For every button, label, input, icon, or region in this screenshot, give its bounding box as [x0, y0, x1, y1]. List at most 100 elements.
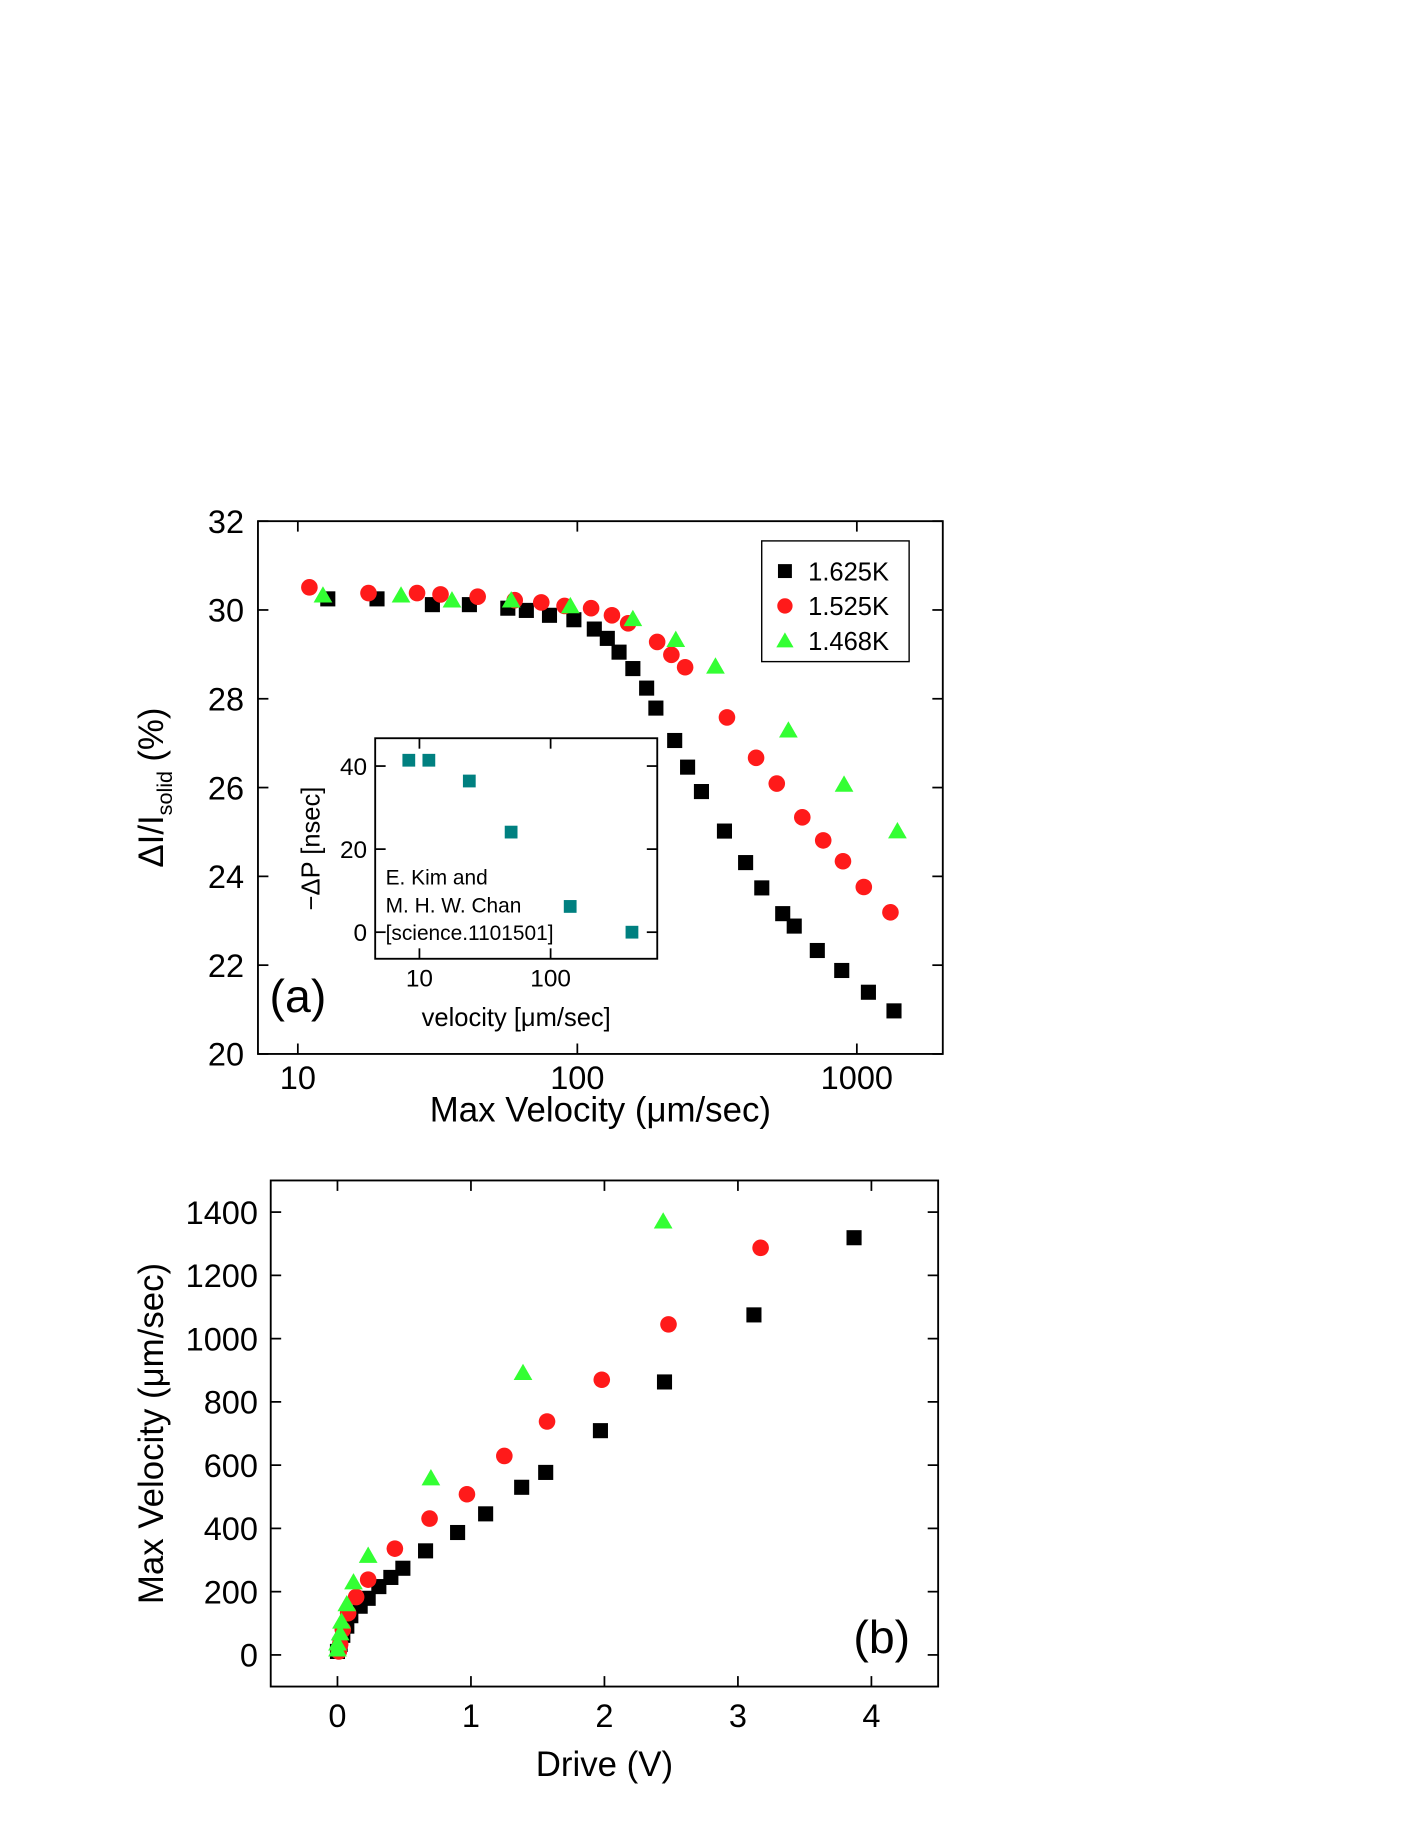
y-tick-label: 20 — [340, 837, 367, 864]
x-tick-label: 100 — [550, 1060, 604, 1096]
annotation: [science.1101501] — [386, 922, 554, 945]
data-point — [566, 612, 582, 628]
y-axis-label-main: ΔI/I — [132, 815, 171, 867]
data-point — [779, 721, 798, 738]
data-point — [395, 1560, 411, 1576]
data-point — [518, 602, 534, 618]
y-tick-label: 40 — [340, 754, 367, 781]
x-axis-label: velocity [μm/sec] — [422, 1004, 611, 1032]
data-point — [408, 584, 426, 602]
data-point — [860, 984, 876, 1000]
data-point — [383, 1569, 399, 1585]
data-point — [746, 1307, 762, 1323]
data-point — [809, 942, 825, 959]
data-point — [422, 753, 436, 767]
data-point — [421, 1510, 438, 1527]
x-axis-label: Max Velocity (μm/sec) — [430, 1090, 771, 1129]
data-point — [846, 1230, 862, 1246]
y-tick-label: 200 — [204, 1574, 258, 1610]
data-point — [716, 823, 732, 839]
data-point — [888, 822, 907, 839]
annotation: M. H. W. Chan — [386, 894, 522, 917]
data-point — [834, 852, 852, 870]
data-point — [693, 784, 709, 800]
x-tick-label: 10 — [406, 966, 433, 993]
legend-marker — [777, 564, 792, 579]
data-point — [625, 925, 639, 939]
data-point — [680, 759, 696, 775]
data-point — [768, 775, 786, 792]
data-point — [623, 609, 643, 627]
data-point — [347, 1588, 365, 1606]
data-point — [360, 584, 377, 602]
data-point — [421, 1469, 441, 1486]
data-point — [663, 646, 680, 664]
data-point — [660, 1316, 677, 1333]
data-point — [586, 621, 602, 637]
data-point — [402, 753, 416, 767]
y-tick-label: 26 — [208, 770, 244, 806]
data-point — [653, 1212, 673, 1229]
data-point — [718, 709, 736, 726]
data-point — [747, 749, 765, 767]
panel-label: (a) — [270, 970, 327, 1022]
data-point — [666, 630, 686, 647]
legend-label: 1.525K — [808, 593, 889, 621]
data-point — [882, 904, 899, 921]
data-point — [501, 591, 521, 608]
data-point — [593, 1371, 611, 1389]
data-point — [560, 596, 580, 614]
data-point — [855, 878, 873, 896]
data-point — [391, 586, 411, 603]
data-point — [886, 1003, 902, 1019]
data-point — [344, 1573, 363, 1590]
data-point — [538, 1464, 554, 1480]
data-point — [541, 607, 558, 623]
y-tick-label: 1000 — [186, 1321, 258, 1357]
y-tick-label: 24 — [208, 859, 244, 895]
data-point — [450, 1524, 466, 1541]
legend-label: 1.625K — [808, 558, 889, 586]
y-axis-label-unit: (%) — [132, 708, 171, 762]
data-point — [599, 630, 615, 646]
data-point — [538, 1413, 556, 1430]
data-point — [469, 588, 486, 605]
annotation: E. Kim and — [386, 866, 488, 889]
data-point — [648, 700, 664, 716]
data-point — [775, 906, 791, 922]
data-point — [358, 1546, 378, 1563]
y-tick-label: 22 — [208, 948, 244, 984]
y-tick-label: 1400 — [186, 1195, 258, 1231]
y-tick-label: 400 — [204, 1511, 258, 1547]
x-tick-label: 0 — [328, 1698, 346, 1734]
data-point — [563, 900, 577, 913]
y-tick-label: 20 — [208, 1037, 244, 1073]
data-point — [478, 1506, 494, 1522]
data-point — [328, 1640, 347, 1657]
y-tick-label: 0 — [354, 920, 368, 947]
data-point — [793, 809, 811, 826]
data-point — [648, 633, 666, 651]
data-point — [330, 1624, 350, 1641]
x-axis-label: Drive (V) — [536, 1745, 673, 1784]
data-point — [676, 658, 694, 676]
data-point — [359, 1571, 377, 1588]
y-tick-label: 600 — [204, 1448, 258, 1484]
data-point — [337, 1594, 357, 1612]
y-tick-label: 32 — [208, 504, 244, 540]
legend-marker — [777, 598, 793, 614]
y-tick-label: 28 — [208, 681, 244, 717]
x-tick-label: 1 — [462, 1698, 480, 1734]
data-point — [514, 1479, 530, 1495]
panel-label: (b) — [853, 1611, 910, 1663]
data-point — [513, 1363, 533, 1381]
x-tick-label: 1000 — [821, 1060, 893, 1096]
data-point — [706, 657, 725, 674]
data-point — [752, 1239, 769, 1257]
data-point — [754, 880, 770, 896]
data-point — [834, 775, 854, 792]
data-point — [496, 1447, 513, 1465]
y-axis-label: −ΔP [nsec] — [297, 787, 325, 911]
